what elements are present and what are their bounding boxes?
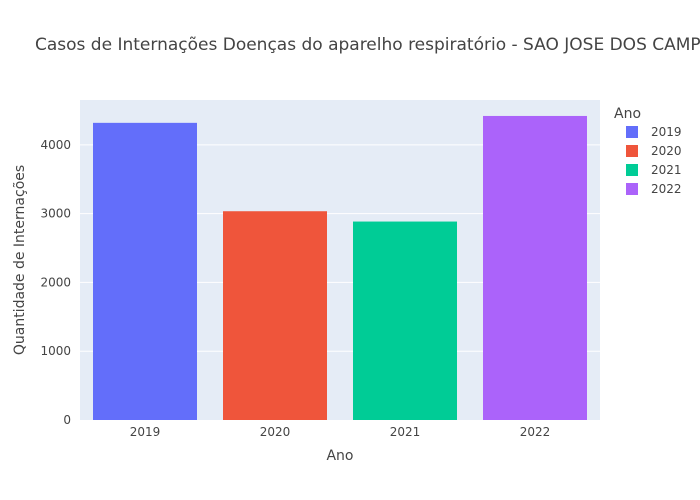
legend-label-2022[interactable]: 2022 <box>651 182 682 196</box>
legend-swatch-2019[interactable] <box>626 126 638 138</box>
y-tick-label: 0 <box>63 413 71 427</box>
bars <box>93 115 587 420</box>
legend-swatch-2020[interactable] <box>626 145 638 157</box>
x-tick-label: 2021 <box>390 425 421 439</box>
y-tick-label: 3000 <box>40 207 71 221</box>
bar-2019[interactable] <box>93 122 197 420</box>
legend-swatch-2021[interactable] <box>626 164 638 176</box>
y-axis-ticks: 0 1000 2000 3000 4000 <box>40 138 71 427</box>
x-axis-ticks: 2019 2020 2021 2022 <box>130 425 551 439</box>
legend-label-2019[interactable]: 2019 <box>651 125 682 139</box>
legend-label-2021[interactable]: 2021 <box>651 163 682 177</box>
x-axis-title: Ano <box>326 448 353 464</box>
bar-2021[interactable] <box>353 221 457 420</box>
bar-2020[interactable] <box>223 211 327 420</box>
legend[interactable]: Ano 2019 2020 2021 2022 <box>614 106 682 196</box>
legend-label-2020[interactable]: 2020 <box>651 144 682 158</box>
bar-2022[interactable] <box>483 115 587 420</box>
chart-title: Casos de Internações Doenças do aparelho… <box>35 35 700 55</box>
y-axis-title: Quantidade de Internações <box>12 165 28 355</box>
x-tick-label: 2022 <box>520 425 551 439</box>
x-tick-label: 2019 <box>130 425 161 439</box>
legend-swatch-2022[interactable] <box>626 183 638 195</box>
y-tick-label: 1000 <box>40 344 71 358</box>
y-tick-label: 2000 <box>40 275 71 289</box>
x-tick-label: 2020 <box>260 425 291 439</box>
legend-title: Ano <box>614 106 641 122</box>
y-tick-label: 4000 <box>40 138 71 152</box>
